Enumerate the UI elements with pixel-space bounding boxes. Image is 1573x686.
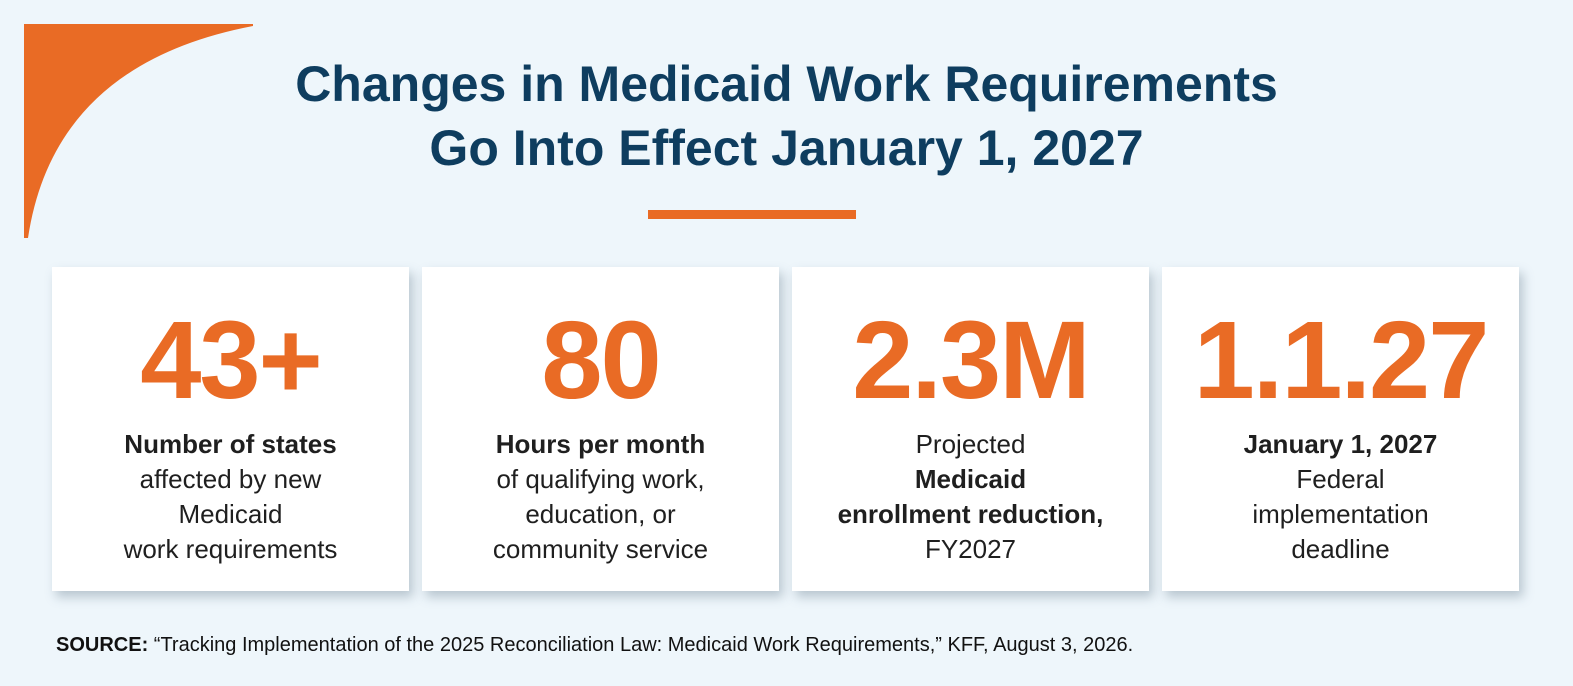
stat-value: 2.3M <box>852 299 1091 422</box>
stat-description-line: affected by new <box>139 464 322 494</box>
stat-description-line: deadline <box>1291 534 1390 564</box>
stat-card-hours: 80 Hours per month of qualifying work, e… <box>422 267 779 591</box>
stat-description: Number of states affected by new Medicai… <box>52 427 409 567</box>
stat-description-line: community service <box>492 534 709 564</box>
stat-cards: 43+ Number of states affected by new Med… <box>52 267 1519 591</box>
stat-description-line: Hours per month <box>495 429 706 459</box>
stat-description-line: FY2027 <box>924 534 1017 564</box>
stat-description: January 1, 2027 Federal implementation d… <box>1162 427 1519 567</box>
stat-value: 1.1.27 <box>1193 299 1490 422</box>
source-label: SOURCE: <box>56 634 149 656</box>
corner-swoosh-decoration <box>24 24 253 238</box>
stat-description-line: Projected <box>915 429 1026 459</box>
stat-description: Projected Medicaid enrollment reduction,… <box>792 427 1149 567</box>
title-divider <box>648 210 856 219</box>
stat-description-line: Federal <box>1296 464 1385 494</box>
stat-description-line: Medicaid <box>178 499 283 529</box>
stat-description-line: work requirements <box>123 534 338 564</box>
stat-description-line: January 1, 2027 <box>1243 429 1438 459</box>
stat-description-line: Medicaid <box>914 464 1027 494</box>
stat-card-enrollment: 2.3M Projected Medicaid enrollment reduc… <box>792 267 1149 591</box>
stat-card-deadline: 1.1.27 January 1, 2027 Federal implement… <box>1162 267 1519 591</box>
title-line-2: Go Into Effect January 1, 2027 <box>429 120 1144 176</box>
stat-description-line: enrollment reduction, <box>837 499 1104 529</box>
stat-description-line: Number of states <box>124 429 337 459</box>
page-title: Changes in Medicaid Work Requirements Go… <box>0 52 1573 180</box>
stat-description-line: education, or <box>525 499 676 529</box>
title-line-1: Changes in Medicaid Work Requirements <box>295 56 1278 112</box>
stat-description-line: implementation <box>1252 499 1429 529</box>
source-text: “Tracking Implementation of the 2025 Rec… <box>153 634 1134 656</box>
stat-description: Hours per month of qualifying work, educ… <box>422 427 779 567</box>
stat-value: 43+ <box>140 299 323 422</box>
stat-description-line: of qualifying work, <box>496 464 705 494</box>
stat-card-states: 43+ Number of states affected by new Med… <box>52 267 409 591</box>
stat-value: 80 <box>541 299 661 422</box>
source-citation: SOURCE: “Tracking Implementation of the … <box>56 631 1133 659</box>
